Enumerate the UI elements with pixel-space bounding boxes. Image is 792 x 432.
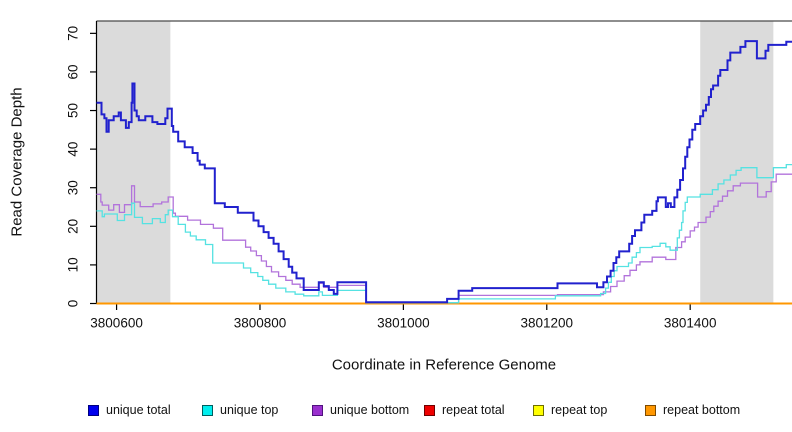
y-tick-label: 10 xyxy=(66,257,81,272)
x-tick-label: 3801000 xyxy=(377,316,430,331)
y-tick-label: 60 xyxy=(66,64,81,79)
y-tick-label: 0 xyxy=(66,300,81,308)
x-tick-label: 3801200 xyxy=(521,316,574,331)
y-tick-label: 20 xyxy=(66,219,81,234)
y-tick-label: 40 xyxy=(66,142,81,157)
x-tick-label: 3800800 xyxy=(234,316,287,331)
x-axis-label: Coordinate in Reference Genome xyxy=(331,356,557,374)
y-axis-label: Read Coverage Depth xyxy=(8,87,26,237)
y-tick-label: 30 xyxy=(66,180,81,195)
y-tick-label: 70 xyxy=(66,26,81,41)
shaded-region-left xyxy=(96,21,171,304)
y-tick-label: 50 xyxy=(66,103,81,118)
series-line-unique-total xyxy=(96,40,792,304)
x-tick-label: 3800600 xyxy=(90,316,143,331)
series-line-unique-top xyxy=(96,163,792,304)
series-line-unique-bottom xyxy=(96,173,792,304)
shaded-region-right xyxy=(700,21,774,304)
x-tick-label: 3801400 xyxy=(664,316,717,331)
